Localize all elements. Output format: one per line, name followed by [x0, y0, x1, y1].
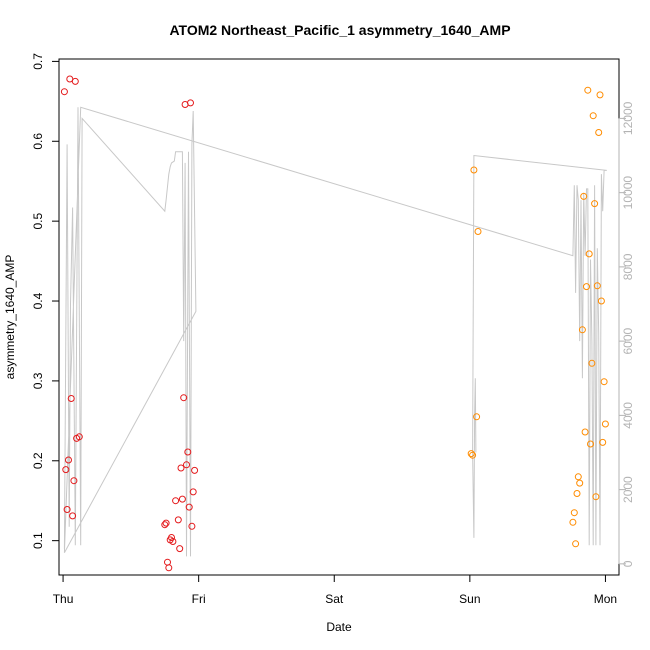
chart-title: ATOM2 Northeast_Pacific_1 asymmetry_1640…	[169, 22, 510, 38]
data-point	[191, 466, 199, 474]
data-point	[162, 519, 170, 527]
data-point	[597, 297, 605, 305]
data-point	[587, 440, 594, 448]
y2-tick-label: 12000	[621, 101, 635, 135]
data-point	[584, 86, 592, 94]
data-point	[570, 509, 578, 517]
x-axis: Thu Fri Sat Sun Mon	[53, 574, 617, 606]
y2-tick-label: 4000	[621, 402, 635, 429]
y2-tick-label: 10000	[621, 176, 635, 210]
data-point	[62, 466, 70, 474]
data-point	[67, 395, 75, 402]
data-point	[176, 545, 184, 553]
scatter-points-layer	[60, 75, 609, 572]
data-point	[569, 518, 577, 526]
data-point	[581, 428, 589, 436]
y2-tick-label: 2000	[621, 476, 635, 503]
data-point	[578, 326, 586, 334]
data-point	[595, 129, 603, 136]
data-point	[469, 451, 477, 459]
data-point	[60, 88, 68, 96]
x-axis-label: Date	[326, 620, 352, 634]
data-point	[470, 166, 478, 174]
data-point	[71, 77, 79, 85]
data-point	[172, 497, 180, 505]
plot-frame	[58, 58, 620, 576]
data-point	[592, 493, 600, 501]
data-point	[467, 450, 475, 458]
data-point	[187, 99, 194, 107]
y-tick-label: 0.7	[31, 53, 45, 70]
data-point	[63, 506, 71, 513]
data-point	[165, 564, 173, 572]
y2-tick-label: 6000	[621, 327, 635, 354]
data-point	[580, 192, 588, 200]
y-tick-label: 0.5	[31, 212, 45, 229]
data-point	[591, 200, 599, 208]
x-tick-label: Sat	[325, 592, 344, 606]
y-tick-label: 0.1	[31, 532, 45, 549]
data-point	[185, 503, 193, 511]
data-point	[180, 394, 188, 402]
x-tick-label: Mon	[594, 592, 617, 606]
y-axis-right: 0 2000 4000 6000 8000 10000 12000	[618, 101, 635, 567]
y-tick-label: 0.2	[31, 452, 45, 469]
data-point	[69, 512, 77, 520]
data-point	[583, 283, 590, 291]
data-point	[178, 495, 186, 503]
background-line-layer	[63, 106, 607, 557]
x-tick-label: Sun	[459, 592, 480, 606]
y-tick-label: 0.6	[31, 133, 45, 150]
data-point	[572, 540, 580, 548]
data-point	[588, 359, 596, 367]
data-point	[75, 433, 83, 441]
data-point	[70, 477, 78, 485]
data-point	[188, 522, 196, 530]
background-line	[63, 106, 607, 557]
x-tick-label: Fri	[192, 592, 206, 606]
data-point	[576, 479, 584, 487]
data-point	[189, 488, 197, 496]
y2-tick-label: 0	[621, 560, 635, 567]
data-point	[474, 228, 482, 235]
data-point	[169, 538, 177, 545]
y-axis-label: asymmetry_1640_AMP	[3, 255, 17, 380]
data-point	[585, 250, 593, 258]
y-tick-label: 0.3	[31, 372, 45, 389]
y2-tick-label: 8000	[621, 253, 635, 280]
data-point	[174, 516, 182, 524]
data-point	[168, 534, 175, 541]
data-point	[593, 282, 601, 290]
data-point	[473, 413, 481, 421]
data-point	[574, 473, 582, 481]
y-axis-left: 0.1 0.2 0.3 0.4 0.5 0.6 0.7	[31, 53, 60, 549]
data-point	[596, 91, 604, 99]
data-point	[177, 464, 185, 472]
data-point	[183, 461, 190, 469]
data-point	[600, 378, 608, 386]
data-point	[589, 112, 597, 120]
y-tick-label: 0.4	[31, 292, 45, 309]
data-point	[65, 456, 72, 464]
data-point	[599, 438, 607, 446]
data-point	[573, 490, 581, 497]
data-point	[164, 558, 171, 566]
data-point	[184, 448, 192, 456]
data-point	[601, 420, 609, 428]
x-tick-label: Thu	[53, 592, 74, 606]
data-point	[161, 521, 169, 529]
